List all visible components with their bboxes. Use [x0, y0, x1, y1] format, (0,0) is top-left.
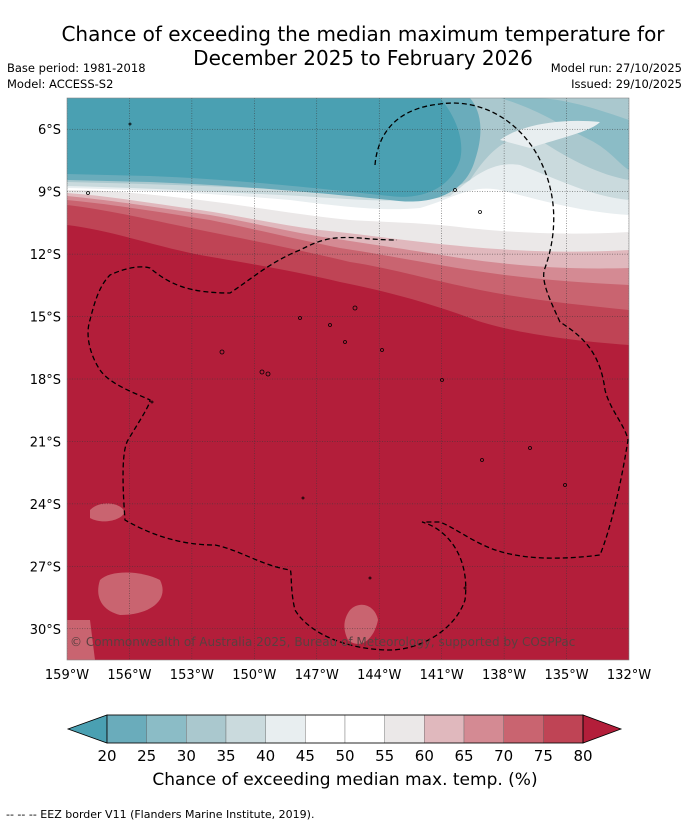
colorbar-tick: 40 — [256, 747, 275, 765]
lat-tick-label: 21°S — [30, 435, 61, 450]
colorbar-segment — [463, 714, 504, 744]
colorbar-tick: 65 — [454, 747, 473, 765]
colorbar-segment — [186, 714, 227, 744]
eez-border — [87, 102, 629, 651]
field-25-30-east — [67, 98, 629, 170]
title-line-1: Chance of exceeding the median maximum t… — [61, 22, 665, 46]
colorbar-segment — [344, 714, 385, 744]
colorbar-tick: 45 — [296, 747, 315, 765]
lat-tick-label: 12°S — [30, 248, 61, 263]
lat-tick-label: 15°S — [30, 311, 61, 326]
lon-tick-label: 153°W — [170, 668, 214, 683]
colorbar-segment — [106, 714, 147, 744]
lon-tick-label: 150°W — [232, 668, 276, 683]
colorbar-segment — [424, 714, 465, 744]
lon-tick-label: 132°W — [607, 668, 651, 683]
colorbar-tick: 30 — [177, 747, 196, 765]
colorbar — [66, 714, 623, 744]
model-run: Model run: 27/10/2025 — [550, 61, 682, 75]
lon-tick-label: 159°W — [45, 668, 89, 683]
colorbar-tick: 70 — [494, 747, 513, 765]
colorbar-tick: 80 — [573, 747, 592, 765]
lon-tick-label: 156°W — [107, 668, 151, 683]
lat-tick-label: 24°S — [30, 498, 61, 513]
field-patch-w — [90, 503, 125, 522]
colorbar-segment — [265, 714, 306, 744]
longitude-labels: 159°W 156°W 153°W 150°W 147°W 144°W 141°W 138°W… — [45, 668, 651, 683]
colorbar-segment — [225, 714, 266, 744]
lat-tick-label: 18°S — [30, 373, 61, 388]
field-20-25 — [67, 98, 462, 197]
lon-tick-label: 147°W — [295, 668, 339, 683]
meta-left: Base period: 1981-2018 Model: ACCESS-S2 — [7, 60, 146, 92]
lat-tick-label: 30°S — [30, 623, 61, 638]
lon-tick-label: 144°W — [357, 668, 401, 683]
latitude-labels: 6°S 9°S 12°S 15°S 18°S 21°S 24°S 27°S 30°S — [30, 123, 61, 638]
field-patch-sw — [98, 572, 163, 615]
graticule — [67, 98, 629, 660]
colorbar-segment — [503, 714, 544, 744]
legend-title: Chance of exceeding median max. temp. (%… — [152, 770, 538, 790]
colorbar-tick: 25 — [137, 747, 156, 765]
colorbar-tick: 60 — [415, 747, 434, 765]
colorbar-tick: 35 — [216, 747, 235, 765]
colorbar-tick: 75 — [534, 747, 553, 765]
copyright-notice: © Commonwealth of Australia 2025, Bureau… — [70, 635, 575, 649]
field-patch-s — [344, 604, 378, 644]
colorbar-tick: 55 — [375, 747, 394, 765]
meta-right: Model run: 27/10/2025 Issued: 29/10/2025 — [551, 60, 682, 92]
lat-tick-label: 27°S — [30, 560, 61, 575]
field-patch-corner — [67, 620, 95, 660]
eez-footnote: -- -- -- EEZ border V11 (Flanders Marine… — [6, 808, 315, 821]
lon-tick-label: 138°W — [482, 668, 526, 683]
colorbar-tick: 50 — [335, 747, 354, 765]
colorbar-tick: 20 — [97, 747, 116, 765]
colorbar-extend-low — [66, 714, 108, 744]
colorbar-segment — [305, 714, 346, 744]
islands — [86, 122, 567, 590]
map-frame — [66, 97, 630, 661]
chart-title: Chance of exceeding the median maximum t… — [0, 22, 690, 70]
issued-date: Issued: 29/10/2025 — [571, 77, 682, 91]
lon-tick-label: 141°W — [420, 668, 464, 683]
colorbar-segment — [543, 714, 584, 744]
model-name: Model: ACCESS-S2 — [7, 77, 114, 91]
base-period: Base period: 1981-2018 — [7, 61, 146, 75]
lat-tick-label: 9°S — [38, 186, 61, 201]
lon-tick-label: 135°W — [544, 668, 588, 683]
colorbar-segment — [384, 714, 425, 744]
colorbar-tick-labels: 20 25 30 35 40 45 50 55 60 65 70 75 80 — [97, 747, 592, 765]
title-line-2: December 2025 to February 2026 — [193, 46, 533, 70]
field-light-streak — [500, 120, 600, 148]
colorbar-frame — [106, 714, 584, 744]
lat-tick-label: 6°S — [38, 123, 61, 138]
colorbar-segment — [146, 714, 187, 744]
colorbar-extend-high — [582, 714, 623, 744]
map-field — [67, 98, 629, 660]
